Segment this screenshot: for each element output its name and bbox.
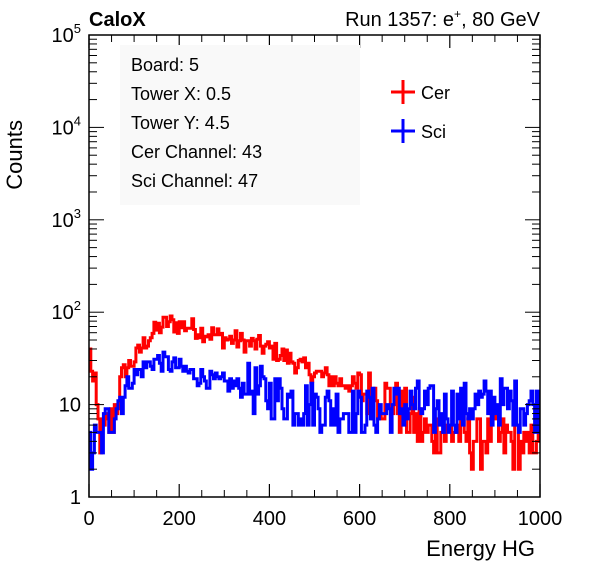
y-tick-label: 102 xyxy=(52,298,81,324)
title-run-suffix: , 80 GeV xyxy=(461,9,541,31)
info-box-background xyxy=(120,45,360,205)
legend-entry-cer: Cer xyxy=(391,80,450,104)
y-tick-label: 10 xyxy=(59,395,81,417)
axis-ticks: 0 200 400 600 800 1000 1 10 102 103 104 105 xyxy=(52,21,563,530)
x-tick-label: 400 xyxy=(253,508,286,530)
x-tick-label: 200 xyxy=(163,508,196,530)
chart-title-right: Run 1357: e+, 80 GeV xyxy=(345,7,541,31)
series-layer xyxy=(89,314,540,471)
x-tick-label: 1000 xyxy=(518,508,563,530)
x-tick-label: 0 xyxy=(83,508,94,530)
info-tower-y: Tower Y: 4.5 xyxy=(131,113,230,133)
y-axis-label: Counts xyxy=(2,120,27,190)
series-line-sci xyxy=(89,350,540,471)
info-tower-x: Tower X: 0.5 xyxy=(131,84,231,104)
info-board: Board: 5 xyxy=(131,55,199,75)
series-sci xyxy=(89,350,540,471)
y-tick-label: 105 xyxy=(52,21,81,47)
x-tick-label: 600 xyxy=(343,508,376,530)
title-superscript: + xyxy=(454,7,461,21)
legend: Cer Sci xyxy=(391,80,450,143)
y-tick-label: 103 xyxy=(52,206,81,232)
x-tick-label: 800 xyxy=(433,508,466,530)
info-sci-channel: Sci Channel: 47 xyxy=(131,171,258,191)
info-cer-channel: Cer Channel: 43 xyxy=(131,142,262,162)
info-box: Board: 5 Tower X: 0.5 Tower Y: 4.5 Cer C… xyxy=(120,45,360,205)
y-tick-label: 1 xyxy=(70,487,81,509)
legend-cer-label: Cer xyxy=(421,83,450,103)
legend-sci-label: Sci xyxy=(421,122,446,142)
legend-entry-sci: Sci xyxy=(391,119,446,143)
x-axis-label: Energy HG xyxy=(426,536,535,561)
chart-title-left: CaloX xyxy=(89,9,146,31)
title-run-prefix: Run 1357: e xyxy=(345,9,454,31)
y-tick-label: 104 xyxy=(52,113,81,139)
